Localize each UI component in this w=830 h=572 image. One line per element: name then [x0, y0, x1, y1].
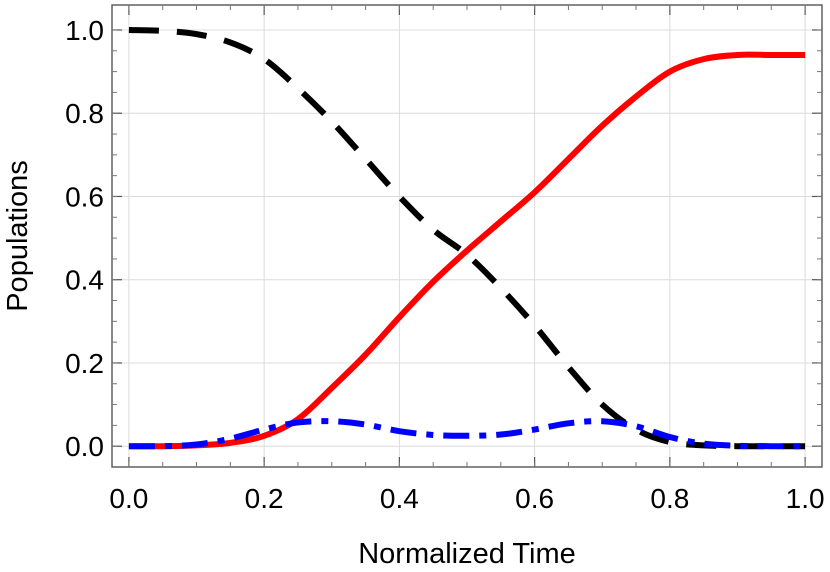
series-lines [128, 26, 806, 450]
x-tick-labels: 0.0 0.2 0.4 0.6 0.8 1.0 [109, 483, 824, 514]
y-tick-label: 0.2 [65, 348, 104, 379]
y-tick-label: 0.0 [65, 431, 104, 462]
x-tick-label: 0.8 [650, 483, 689, 514]
y-tick-label: 1.0 [65, 15, 104, 46]
y-tick-labels: 0.0 0.2 0.4 0.6 0.8 1.0 [65, 15, 104, 462]
x-tick-label: 0.6 [515, 483, 554, 514]
x-tick-label: 0.2 [245, 483, 284, 514]
y-tick-label: 0.8 [65, 98, 104, 129]
y-tick-label: 0.4 [65, 265, 104, 296]
x-tick-label: 1.0 [786, 483, 825, 514]
plot-frame [111, 4, 823, 468]
x-tick-label: 0.0 [109, 483, 148, 514]
series-solid-line [128, 51, 806, 450]
series-dashdot-line [128, 418, 806, 450]
y-axis-label: Populations [2, 160, 34, 312]
x-tick-label: 0.4 [380, 483, 419, 514]
grid-lines [112, 5, 822, 467]
y-tick-label: 0.6 [65, 181, 104, 212]
series-dashed-line [128, 26, 806, 450]
x-axis-label: Normalized Time [358, 538, 576, 570]
axis-ticks [112, 5, 822, 467]
